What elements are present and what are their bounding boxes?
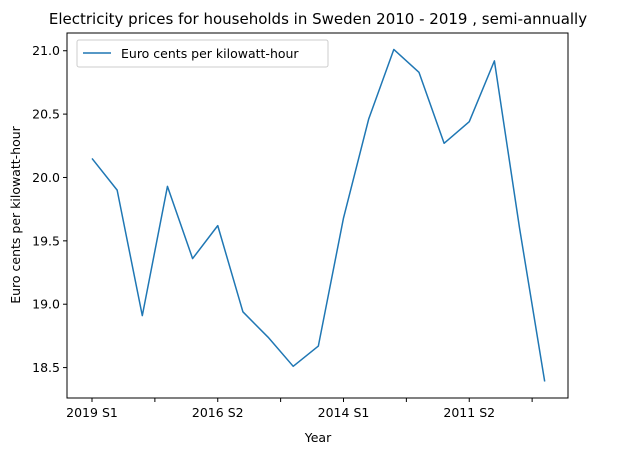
x-tick-label: 2011 S2 <box>443 405 495 420</box>
x-axis-label: Year <box>304 430 332 445</box>
x-tick-label: 2014 S1 <box>318 405 370 420</box>
legend-box <box>76 39 329 68</box>
plot-area-frame <box>66 32 569 399</box>
y-axis: 18.5 19.0 19.5 20.0 20.5 21.0 <box>32 43 67 375</box>
y-axis-label: Euro cents per kilowatt-hour <box>8 125 23 303</box>
x-tick-label: 2019 S1 <box>66 405 118 420</box>
legend-series-label: Euro cents per kilowatt-hour <box>121 46 299 61</box>
y-tick-label: 19.5 <box>32 233 60 248</box>
y-tick-label: 20.5 <box>32 107 60 122</box>
y-tick-label: 18.5 <box>32 360 60 375</box>
legend: Euro cents per kilowatt-hour <box>76 39 329 68</box>
y-tick-label: 20.0 <box>32 170 60 185</box>
y-tick-label: 21.0 <box>32 43 60 58</box>
x-tick-label: 2016 S2 <box>192 405 244 420</box>
x-axis: 2019 S1 2016 S2 2014 S1 2011 S2 <box>66 398 533 420</box>
y-tick-label: 19.0 <box>32 297 60 312</box>
chart-title: Electricity prices for households in Swe… <box>49 10 587 28</box>
series-line <box>91 48 546 382</box>
